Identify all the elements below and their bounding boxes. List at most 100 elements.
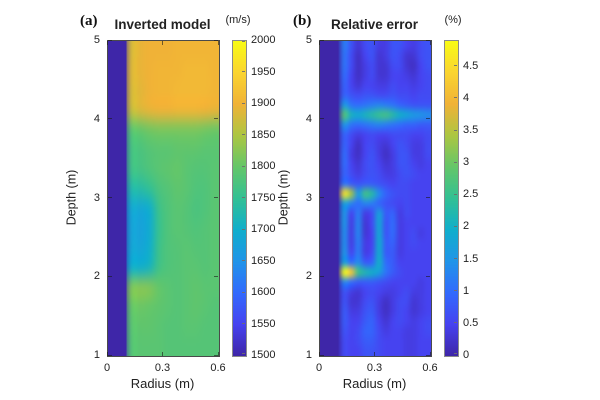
colorbar-tick-label: 1 (463, 284, 470, 297)
x-tick-mark (374, 352, 375, 356)
colorbar-tick-label: 1900 (251, 97, 276, 109)
x-tick-mark (106, 41, 108, 45)
colorbar-tick-label: 1800 (251, 160, 276, 172)
colorbar-tick-label: 2.5 (463, 188, 479, 201)
panel-a-colorbar (232, 40, 247, 357)
y-tick-label: 1 (305, 349, 312, 361)
panel-b-x-axis-label: Radius (m) (342, 376, 407, 391)
panel-a-heatmap (107, 40, 220, 357)
colorbar-tick-mark (454, 65, 457, 67)
y-tick-label: 3 (93, 191, 100, 204)
colorbar-tick-label: 1700 (251, 223, 276, 235)
panel-b-colorbar (444, 40, 459, 357)
panel-b-tag: (b) (293, 13, 312, 29)
panel-b-colorbar-unit: (%) (444, 14, 462, 26)
y-tick-label: 4 (305, 112, 312, 125)
colorbar-tick-mark (242, 352, 245, 354)
y-tick-mark (214, 354, 218, 356)
colorbar-tick-mark (242, 291, 245, 293)
y-tick-mark (214, 118, 218, 120)
panel-a-colorbar-unit: (m/s) (225, 14, 251, 26)
y-tick-label: 5 (305, 34, 312, 46)
colorbar-tick-mark (454, 258, 457, 260)
y-tick-mark (108, 354, 112, 356)
colorbar-tick-mark (454, 290, 457, 292)
y-tick-mark (108, 118, 112, 120)
colorbar-tick-label: 1.5 (463, 252, 479, 265)
y-tick-mark (426, 118, 430, 120)
y-tick-mark (426, 275, 430, 277)
colorbar-tick-label: 1750 (251, 191, 276, 204)
colorbar-tick-mark (454, 225, 457, 227)
colorbar-tick-label: 1650 (251, 254, 276, 267)
colorbar-tick-label: 1950 (251, 65, 276, 78)
x-tick-mark (429, 352, 431, 356)
panel-a-tag: (a) (80, 13, 98, 29)
colorbar-tick-mark (454, 322, 457, 324)
colorbar-tick-label: 2 (463, 220, 470, 233)
y-tick-mark (320, 275, 324, 277)
colorbar-tick-label: 4.5 (463, 59, 479, 72)
y-tick-label: 2 (305, 270, 312, 283)
colorbar-tick-label: 1600 (251, 286, 276, 298)
x-tick-mark (162, 41, 163, 45)
colorbar-tick-mark (242, 134, 245, 135)
y-tick-mark (214, 197, 218, 198)
y-tick-mark (108, 275, 112, 277)
colorbar-tick-mark (242, 228, 245, 230)
colorbar-tick-label: 1850 (251, 128, 276, 141)
x-tick-label: 0.3 (154, 362, 171, 374)
x-tick-label: 0.3 (366, 362, 383, 374)
y-tick-mark (214, 39, 218, 41)
panel-b-heatmap (319, 40, 432, 357)
y-tick-mark (214, 275, 218, 277)
colorbar-tick-label: 0.5 (463, 316, 479, 329)
colorbar-tick-mark (242, 165, 245, 167)
y-tick-mark (426, 197, 430, 198)
y-tick-mark (320, 197, 324, 198)
colorbar-tick-mark (242, 323, 245, 324)
y-tick-mark (426, 354, 430, 356)
y-tick-mark (108, 39, 112, 41)
x-tick-mark (318, 352, 320, 356)
y-tick-mark (320, 39, 324, 41)
y-tick-mark (108, 197, 112, 198)
colorbar-tick-mark (242, 40, 245, 42)
colorbar-tick-mark (242, 197, 245, 198)
x-tick-label: 0 (315, 362, 323, 374)
y-tick-mark (320, 118, 324, 120)
colorbar-tick-label: 3 (463, 156, 470, 169)
colorbar-tick-label: 4 (463, 91, 470, 104)
panel-b-title: Relative error (330, 17, 419, 32)
x-tick-mark (217, 352, 219, 356)
colorbar-tick-mark (242, 260, 245, 261)
colorbar-tick-mark (454, 193, 457, 195)
x-tick-mark (217, 41, 219, 45)
colorbar-tick-label: 1500 (251, 349, 276, 361)
x-tick-mark (318, 41, 320, 45)
colorbar-tick-mark (454, 161, 457, 163)
x-tick-mark (429, 41, 431, 45)
y-tick-mark (320, 354, 324, 356)
colorbar-tick-mark (454, 129, 457, 131)
colorbar-tick-label: 0 (463, 349, 470, 361)
x-tick-label: 0 (103, 362, 111, 374)
x-tick-label: 0.6 (422, 362, 438, 374)
y-tick-label: 5 (93, 34, 100, 46)
y-tick-label: 1 (93, 349, 100, 361)
colorbar-tick-mark (242, 71, 245, 72)
x-tick-mark (106, 352, 108, 356)
y-tick-label: 2 (93, 270, 100, 283)
y-tick-mark (426, 39, 430, 41)
colorbar-tick-label: 2000 (251, 34, 276, 46)
y-tick-label: 3 (305, 191, 312, 204)
colorbar-tick-mark (454, 97, 457, 99)
colorbar-tick-mark (454, 352, 457, 354)
panel-a-title: Inverted model (114, 17, 211, 32)
y-tick-label: 4 (93, 112, 100, 125)
colorbar-tick-label: 1550 (251, 317, 276, 330)
panel-a-y-axis-label: Depth (m) (64, 169, 79, 226)
panel-a-x-axis-label: Radius (m) (130, 376, 195, 391)
x-tick-mark (162, 352, 163, 356)
